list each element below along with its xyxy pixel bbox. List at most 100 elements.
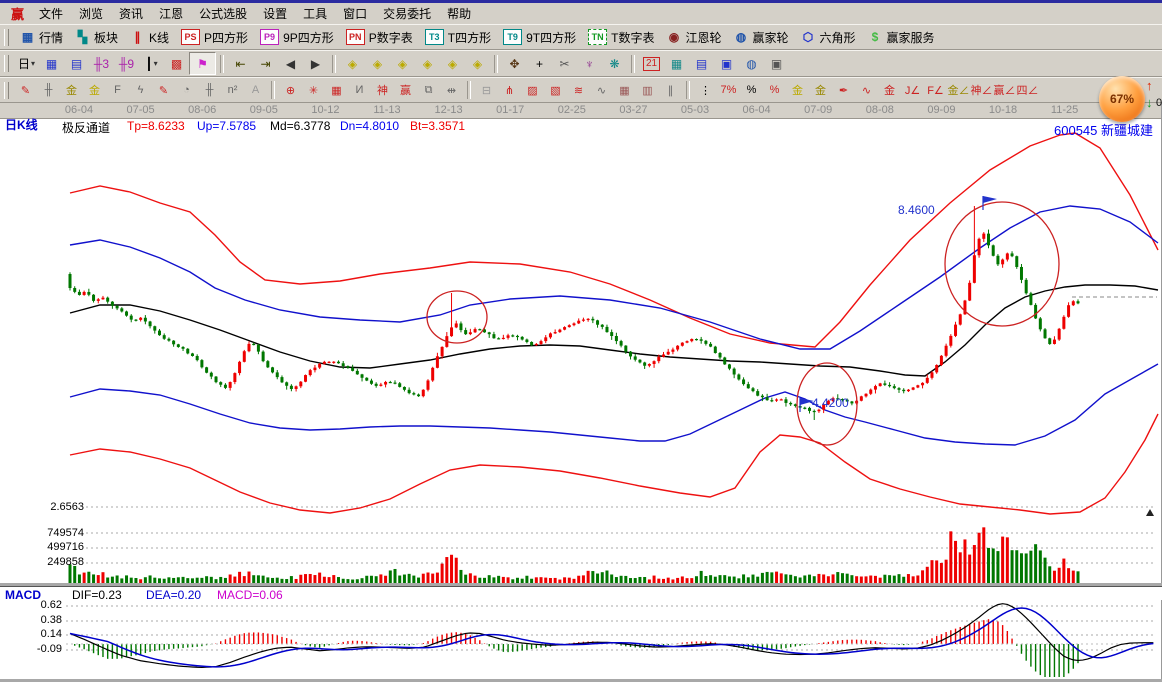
tool-trident-icon[interactable]: ♆	[577, 53, 602, 74]
p-square-button[interactable]: PS P四方形	[175, 27, 254, 47]
next-bar-icon[interactable]: ▶	[303, 53, 328, 74]
draw-tool-29-icon[interactable]: ∥	[659, 80, 682, 100]
toolbar-grip[interactable]	[4, 81, 9, 99]
winner-wheel-button[interactable]: ◍ 赢家轮	[727, 27, 794, 47]
draw-tool-8-icon[interactable]: ╫	[198, 80, 221, 100]
draw-tool-39-icon[interactable]: 金	[878, 80, 901, 100]
draw-tool-32-icon[interactable]: 7%	[717, 80, 740, 100]
gann-diamond-6-icon[interactable]: ◈	[465, 53, 490, 74]
menu-item-4[interactable]: 公式选股	[199, 7, 248, 21]
stock-code-label[interactable]: 600545 新疆城建	[1054, 123, 1153, 138]
draw-tool-36-icon[interactable]: 金	[809, 80, 832, 100]
toolbar-grip[interactable]	[4, 28, 9, 46]
info-panel-icon[interactable]: ▤	[64, 53, 89, 74]
draw-tool-14-icon[interactable]: ▦	[325, 80, 348, 100]
menu-item-6[interactable]: 工具	[303, 7, 328, 21]
toolbar-grip[interactable]	[4, 55, 9, 72]
draw-tool-19-icon[interactable]: ⇹	[440, 80, 463, 100]
save-icon[interactable]: ▣	[714, 53, 739, 74]
period-label[interactable]: 日K线	[5, 118, 38, 132]
chart-3-icon[interactable]: ╫3	[89, 53, 114, 74]
chart-9-icon[interactable]: ╫9	[114, 53, 139, 74]
draw-tool-1-icon[interactable]: ╫	[37, 80, 60, 100]
window-layout-icon[interactable]: ▦	[39, 53, 64, 74]
menu-item-3[interactable]: 江恩	[159, 7, 184, 21]
draw-tool-45-icon[interactable]: 四∠	[1016, 80, 1039, 100]
t-square-button[interactable]: T3 T四方形	[419, 27, 497, 47]
save-remote-icon[interactable]: ◍	[739, 53, 764, 74]
draw-tool-40-icon[interactable]: J∠	[901, 80, 924, 100]
crosshair-icon[interactable]: +	[527, 53, 552, 74]
pan-hand-icon[interactable]: ✥	[502, 53, 527, 74]
gann-diamond-4-icon[interactable]: ◈	[415, 53, 440, 74]
draw-tool-10-icon[interactable]: A	[244, 80, 267, 100]
sectors-button[interactable]: ▚ 板块	[69, 27, 124, 47]
draw-tool-26-icon[interactable]: ∿	[590, 80, 613, 100]
gann-diamond-5-icon[interactable]: ◈	[440, 53, 465, 74]
gann-diamond-3-icon[interactable]: ◈	[390, 53, 415, 74]
candle-style-icon[interactable]: ┃ ▾	[139, 53, 164, 74]
tool-brain-icon[interactable]: ❋	[602, 53, 627, 74]
draw-tool-44-icon[interactable]: 赢∠	[993, 80, 1016, 100]
draw-tool-4-icon[interactable]: F	[106, 80, 129, 100]
prev-bar-icon[interactable]: ◀	[278, 53, 303, 74]
cut-icon[interactable]: ✂	[552, 53, 577, 74]
p-table-button[interactable]: PN P数字表	[340, 27, 419, 47]
draw-tool-35-icon[interactable]: 金	[786, 80, 809, 100]
hexagon-button[interactable]: ⬡ 六角形	[795, 27, 862, 47]
macd-label[interactable]: MACD	[5, 588, 41, 602]
draw-tool-43-icon[interactable]: 神∠	[970, 80, 993, 100]
draw-tool-6-icon[interactable]: ✎	[152, 80, 175, 100]
draw-tool-33-icon[interactable]: %	[740, 80, 763, 100]
kline-button[interactable]: ∥ K线	[124, 27, 175, 47]
draw-tool-41-icon[interactable]: F∠	[924, 80, 947, 100]
t-table-button[interactable]: TN T数字表	[582, 27, 660, 47]
draw-tool-25-icon[interactable]: ≋	[567, 80, 590, 100]
draw-tool-38-icon[interactable]: ∿	[855, 80, 878, 100]
draw-tool-21-icon[interactable]: ⊟	[475, 80, 498, 100]
draw-tool-27-icon[interactable]: ▦	[613, 80, 636, 100]
market-quotes-button[interactable]: ▦ 行情	[14, 27, 69, 47]
chart-canvas[interactable]	[0, 118, 1162, 682]
gann-wheel-button[interactable]: ◉ 江恩轮	[660, 27, 727, 47]
period-daily-icon[interactable]: 日 ▾	[14, 53, 39, 74]
menu-item-9[interactable]: 帮助	[447, 7, 472, 21]
winner-service-button[interactable]: $ 赢家服务	[862, 27, 941, 47]
last-bar-icon[interactable]: ⇥	[253, 53, 278, 74]
down-arrow-icon[interactable]: ↓	[1146, 95, 1153, 110]
9t-square-button[interactable]: T9 9T四方形	[497, 27, 582, 47]
menu-item-5[interactable]: 设置	[263, 7, 288, 21]
draw-tool-28-icon[interactable]: ▥	[636, 80, 659, 100]
pattern-stamp-icon[interactable]: ▩	[164, 53, 189, 74]
print-icon[interactable]: ▣	[764, 53, 789, 74]
calculator-icon[interactable]: ▦	[664, 53, 689, 74]
gann-diamond-1-icon[interactable]: ◈	[340, 53, 365, 74]
draw-tool-3-icon[interactable]: 金	[83, 80, 106, 100]
draw-tool-37-icon[interactable]: ✒	[832, 80, 855, 100]
draw-tool-17-icon[interactable]: 赢	[394, 80, 417, 100]
draw-tool-34-icon[interactable]: %	[763, 80, 786, 100]
menu-item-8[interactable]: 交易委托	[383, 7, 432, 21]
draw-tool-12-icon[interactable]: ⊕	[279, 80, 302, 100]
menu-item-7[interactable]: 窗口	[343, 7, 368, 21]
draw-tool-13-icon[interactable]: ✳	[302, 80, 325, 100]
draw-tool-15-icon[interactable]: И	[348, 80, 371, 100]
winner-gauge[interactable]: 67%	[1099, 76, 1145, 122]
flag-marker-icon[interactable]: ⚑	[189, 52, 216, 75]
draw-tool-42-icon[interactable]: 金∠	[947, 80, 970, 100]
draw-tool-18-icon[interactable]: ⧉	[417, 80, 440, 100]
9p-square-button[interactable]: P9 9P四方形	[254, 27, 340, 47]
menu-item-2[interactable]: 资讯	[119, 7, 144, 21]
draw-tool-5-icon[interactable]: ϟ	[129, 80, 152, 100]
draw-tool-31-icon[interactable]: ⋮	[694, 80, 717, 100]
menu-item-1[interactable]: 浏览	[79, 7, 104, 21]
draw-tool-16-icon[interactable]: 神	[371, 80, 394, 100]
gann-diamond-2-icon[interactable]: ◈	[365, 53, 390, 74]
draw-tool-0-icon[interactable]: ✎	[14, 80, 37, 100]
indicator-name[interactable]: 极反通道	[62, 121, 111, 135]
draw-tool-22-icon[interactable]: ⋔	[498, 80, 521, 100]
draw-tool-23-icon[interactable]: ▨	[521, 80, 544, 100]
first-bar-icon[interactable]: ⇤	[228, 53, 253, 74]
draw-tool-9-icon[interactable]: n²	[221, 80, 244, 100]
draw-tool-24-icon[interactable]: ▧	[544, 80, 567, 100]
